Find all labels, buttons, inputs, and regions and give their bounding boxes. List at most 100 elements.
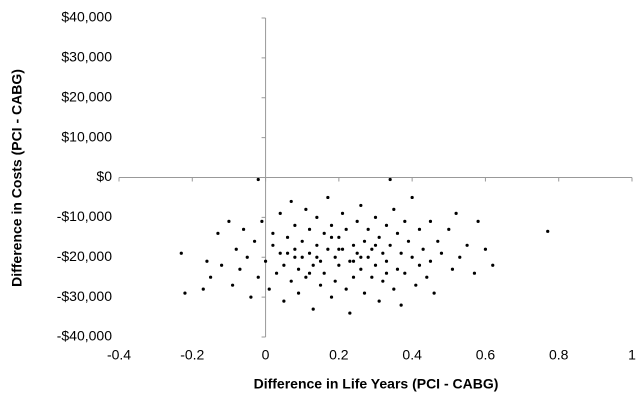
point — [307, 251, 312, 255]
point — [370, 247, 374, 251]
point — [282, 299, 286, 303]
point — [476, 219, 480, 223]
point — [359, 203, 363, 208]
x-tick-label: 0.8 — [549, 347, 569, 363]
point — [417, 227, 422, 231]
x-tick-label: 0.2 — [329, 347, 349, 363]
point — [238, 267, 242, 271]
point — [458, 255, 462, 259]
point — [293, 255, 297, 259]
point — [351, 275, 356, 279]
point — [381, 279, 385, 283]
point — [267, 287, 271, 291]
point — [252, 239, 257, 243]
point — [417, 263, 422, 267]
y-tick-label: $40,000 — [61, 9, 112, 25]
point — [329, 295, 334, 299]
point — [337, 235, 341, 239]
point — [220, 263, 224, 267]
point — [311, 307, 315, 311]
point — [256, 177, 260, 182]
y-tick-label: $20,000 — [61, 88, 112, 104]
point — [318, 259, 323, 263]
point — [293, 223, 297, 227]
point — [230, 283, 235, 287]
point — [362, 239, 367, 243]
point — [201, 287, 205, 291]
point — [256, 275, 260, 279]
x-tick-label: 0.6 — [476, 347, 496, 363]
point — [370, 275, 374, 279]
point — [278, 251, 282, 255]
point — [351, 243, 356, 247]
point — [388, 177, 392, 182]
point — [421, 247, 425, 251]
point — [183, 291, 187, 295]
point — [395, 267, 400, 271]
point — [384, 223, 389, 227]
point — [260, 219, 264, 223]
point — [366, 227, 370, 231]
point — [340, 211, 345, 215]
point — [337, 263, 341, 267]
point — [359, 267, 363, 271]
point — [249, 295, 253, 299]
point — [329, 223, 334, 227]
point — [304, 207, 308, 211]
point — [384, 259, 389, 263]
point — [337, 247, 341, 251]
point — [304, 275, 308, 279]
point — [209, 275, 213, 279]
point — [410, 195, 414, 200]
y-tick-label: -$10,000 — [57, 208, 112, 224]
point — [315, 243, 319, 247]
point — [355, 219, 359, 223]
point — [322, 231, 326, 235]
point — [274, 271, 279, 275]
point — [307, 271, 312, 275]
point — [282, 263, 286, 267]
point — [395, 231, 400, 235]
point — [388, 243, 392, 247]
point — [362, 291, 367, 295]
x-tick-label: 1 — [628, 347, 636, 363]
point — [296, 267, 301, 271]
x-axis-title: Difference in Life Years (PCI - CABG) — [254, 376, 499, 392]
point — [491, 263, 495, 267]
point — [425, 275, 429, 279]
point — [300, 255, 304, 259]
y-axis-title: Difference in Costs (PCI - CABG) — [9, 69, 25, 287]
point — [428, 259, 433, 263]
point — [406, 239, 411, 243]
point — [285, 251, 290, 255]
point — [377, 235, 381, 239]
point — [392, 287, 396, 291]
point — [483, 247, 488, 251]
point — [271, 243, 275, 247]
point — [234, 247, 238, 251]
point — [410, 255, 414, 259]
point — [289, 199, 293, 204]
point — [428, 219, 433, 223]
point — [403, 219, 407, 223]
point — [263, 259, 268, 263]
point — [329, 235, 334, 239]
point — [384, 271, 389, 275]
point — [326, 247, 330, 251]
x-tick-label: -0.2 — [180, 347, 204, 363]
point — [348, 259, 352, 263]
point — [285, 235, 290, 239]
y-tick-label: $30,000 — [61, 49, 112, 65]
point — [205, 259, 209, 263]
point — [366, 255, 370, 259]
point — [289, 279, 293, 283]
point — [271, 231, 275, 235]
y-tick-label: -$20,000 — [57, 248, 112, 264]
x-tick-label: 0 — [262, 347, 270, 363]
point — [381, 251, 385, 255]
point — [311, 263, 315, 267]
point — [344, 287, 348, 291]
point — [241, 227, 246, 231]
